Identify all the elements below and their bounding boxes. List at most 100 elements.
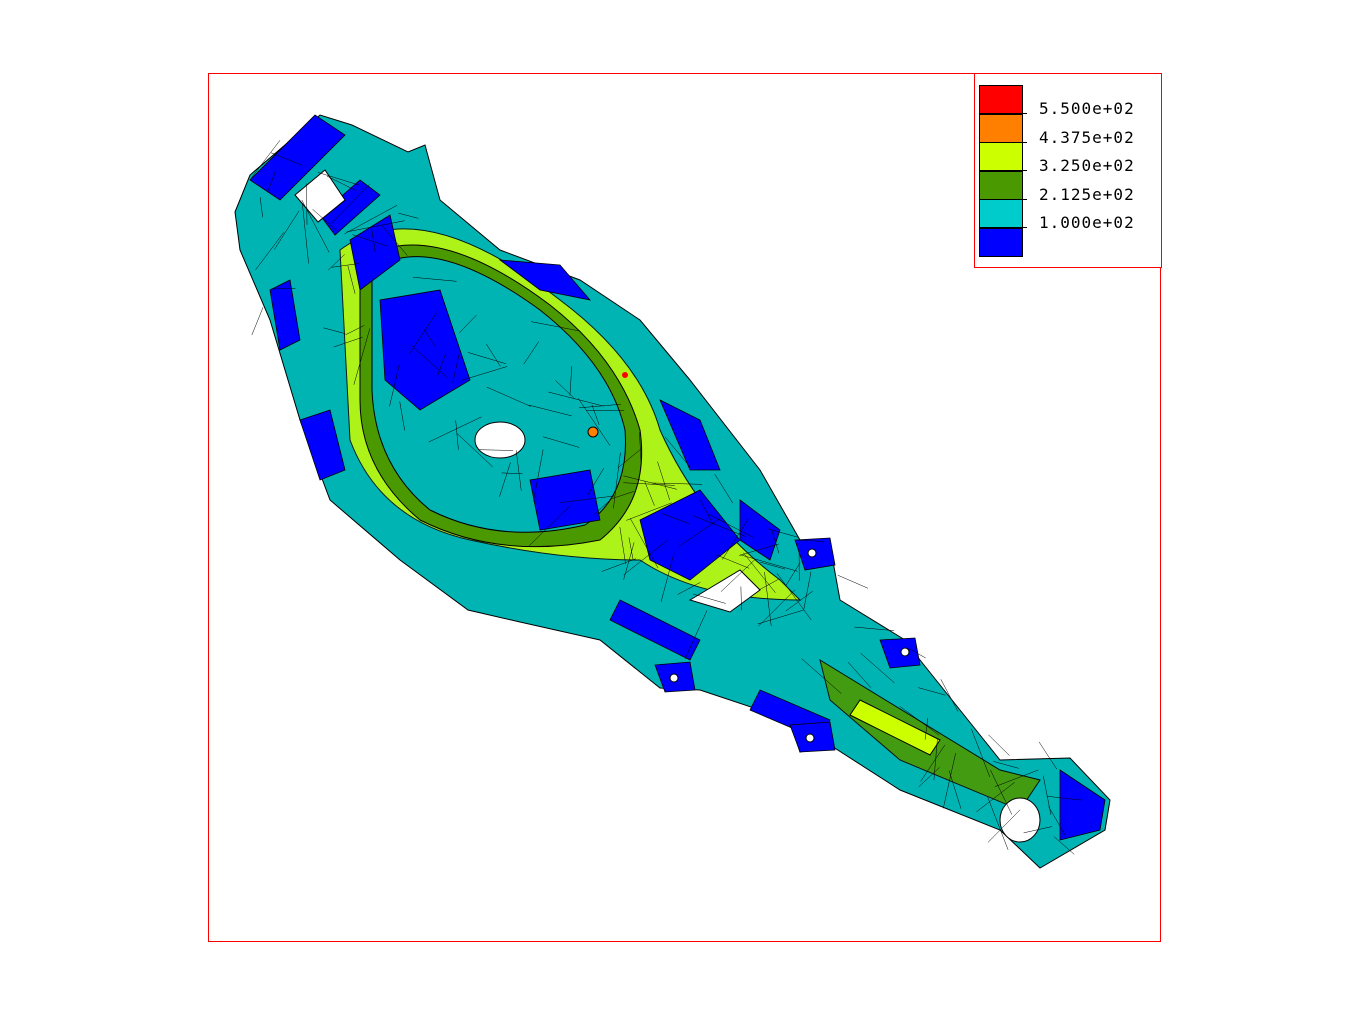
- low-stress-patch: [349, 214, 401, 291]
- mesh-edge: [757, 610, 803, 625]
- mesh-edge: [423, 329, 436, 348]
- mesh-edge: [854, 626, 895, 631]
- mesh-edge: [326, 175, 357, 192]
- mesh-edge: [699, 499, 715, 526]
- low-stress-patch: [379, 289, 471, 411]
- mesh-edge: [692, 515, 746, 537]
- mesh-edge: [1053, 836, 1075, 855]
- mesh-edge: [948, 770, 962, 809]
- bushing-bore: [999, 797, 1041, 843]
- mesh-edge: [908, 647, 926, 659]
- mesh-edge: [331, 263, 360, 268]
- mesh-edge: [623, 482, 675, 486]
- mesh-edge: [987, 809, 1021, 843]
- mesh-edge: [594, 498, 612, 515]
- mesh-edge: [1048, 806, 1066, 836]
- mesh-edge: [528, 505, 570, 547]
- mesh-edge: [639, 432, 642, 465]
- legend-tick: [1023, 227, 1027, 229]
- mesh-edge: [601, 558, 636, 572]
- mesh-edge: [716, 554, 750, 569]
- mesh-edge: [899, 706, 940, 736]
- mesh-edge: [692, 593, 726, 604]
- mesh-edge: [758, 578, 780, 591]
- mesh-edge: [328, 254, 345, 271]
- mesh-edge: [714, 473, 733, 504]
- mesh-edge: [548, 391, 604, 407]
- mesh-edge: [943, 753, 956, 809]
- mesh-edge: [764, 571, 772, 627]
- mesh-edge: [976, 782, 1015, 813]
- peak-stress-spot: [587, 426, 599, 438]
- tab-hole: [807, 548, 817, 558]
- legend-swatch: [979, 199, 1023, 229]
- legend-swatch: [979, 113, 1023, 143]
- mesh-edge: [478, 449, 514, 451]
- mesh-edge: [410, 344, 448, 379]
- mesh-edge: [611, 491, 635, 500]
- mesh-edge: [994, 769, 1039, 787]
- mesh-edge: [259, 197, 263, 218]
- mounting-tab: [879, 637, 921, 669]
- low-stress-patch: [299, 409, 346, 481]
- mesh-edge: [662, 513, 691, 525]
- mesh-edge: [684, 610, 708, 660]
- mesh-edge: [771, 529, 780, 554]
- low-stress-patch: [498, 259, 592, 301]
- legend-label: 4.375e+02: [1039, 127, 1135, 147]
- mesh-edge: [455, 420, 459, 450]
- mesh-edge: [312, 209, 337, 231]
- mesh-edge: [569, 366, 572, 396]
- mesh-edge: [578, 398, 611, 446]
- mesh-edge: [743, 552, 776, 593]
- mesh-edge: [381, 225, 408, 256]
- mesh-edge: [591, 404, 600, 426]
- mesh-edge: [1038, 741, 1058, 770]
- mesh-edge: [768, 528, 800, 538]
- center-hole: [474, 421, 526, 459]
- mesh-edge: [918, 767, 940, 787]
- mesh-edge: [345, 325, 365, 336]
- mesh-edge: [531, 321, 580, 332]
- mesh-edge: [399, 401, 405, 431]
- mesh-edge: [486, 344, 501, 367]
- mesh-edge: [1023, 826, 1053, 834]
- mesh-edge: [515, 450, 522, 491]
- mesh-edge: [555, 380, 575, 399]
- mesh-edge: [623, 475, 677, 490]
- mesh-edge: [623, 539, 669, 576]
- legend-tick: [1023, 141, 1027, 143]
- viewport-frame: [208, 73, 1161, 942]
- mesh-edge: [740, 586, 742, 611]
- mesh-edge: [274, 210, 300, 250]
- mesh-edge: [389, 363, 400, 407]
- mesh-edge: [428, 416, 482, 443]
- mesh-edge: [739, 543, 779, 556]
- mesh-edge: [626, 502, 672, 521]
- legend-swatch: [979, 228, 1023, 257]
- mesh-edge: [533, 449, 544, 502]
- mesh-edge: [458, 314, 477, 334]
- mesh-edge: [1046, 795, 1083, 801]
- mesh-edge: [619, 526, 626, 565]
- mesh-edge: [333, 336, 363, 348]
- mesh-edge: [371, 228, 376, 252]
- legend-swatch: [979, 142, 1023, 172]
- mesh-edge: [501, 472, 523, 475]
- window-hole: [294, 169, 346, 223]
- mesh-edge: [437, 352, 447, 377]
- low-stress-patch: [529, 469, 601, 531]
- bushing-mount-top: [319, 179, 381, 236]
- mesh-edge: [486, 386, 531, 407]
- mesh-edge: [542, 436, 580, 448]
- mesh-edge: [353, 328, 371, 385]
- mesh-edge: [352, 234, 388, 247]
- mesh-edge: [346, 220, 405, 233]
- mesh-edge: [587, 468, 604, 496]
- mesh-edge: [613, 452, 621, 509]
- mesh-edge: [452, 354, 460, 383]
- bracket: [639, 489, 741, 581]
- tab-hole: [900, 647, 910, 657]
- mesh-edge: [467, 352, 507, 365]
